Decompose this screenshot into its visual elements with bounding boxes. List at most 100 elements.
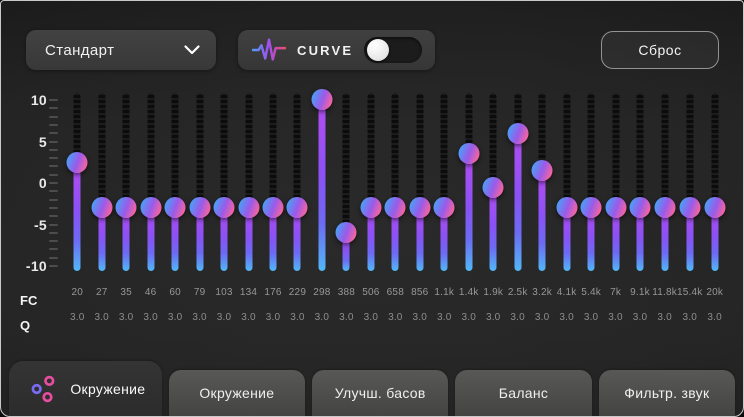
eq-band-slider[interactable] [360,93,382,271]
eq-band-slider[interactable] [262,93,284,271]
eq-slider-track[interactable] [342,93,350,271]
eq-slider-track[interactable] [416,93,424,271]
eq-slider-track[interactable] [220,93,228,271]
eq-band-slider[interactable] [605,93,627,271]
eq-slider-track[interactable] [563,93,571,271]
eq-slider-knob[interactable] [140,197,162,219]
eq-slider-knob[interactable] [164,197,186,219]
tab-2[interactable]: Окружение [168,370,306,416]
eq-band-slider[interactable] [409,93,431,271]
eq-slider-knob[interactable] [66,151,88,173]
eq-band-slider[interactable] [580,93,602,271]
reset-button[interactable]: Сброс [601,31,719,69]
eq-band-slider[interactable] [164,93,186,271]
eq-slider-track[interactable] [293,93,301,271]
eq-band: 20k 3.0 [702,93,726,325]
eq-slider-track[interactable] [661,93,669,271]
eq-band-slider[interactable] [140,93,162,271]
band-frequency-value: 176 [264,287,282,298]
eq-slider-knob[interactable] [311,88,333,110]
eq-band-slider[interactable] [238,93,260,271]
curve-toggle-knob[interactable] [367,39,390,61]
eq-slider-knob[interactable] [507,122,529,144]
preset-dropdown[interactable]: Стандарт [26,30,216,70]
eq-band-slider[interactable] [704,93,726,271]
db-ruler-tick [49,123,58,126]
band-frequency-value: 856 [411,287,429,298]
tab-4[interactable]: Баланс [455,370,592,416]
eq-band-slider[interactable] [66,93,88,271]
eq-slider-knob[interactable] [262,197,284,219]
curve-toggle[interactable] [364,37,423,63]
eq-slider-track[interactable] [391,93,399,271]
eq-band-slider[interactable] [482,93,504,271]
eq-band-slider[interactable] [556,93,578,271]
eq-slider-track[interactable] [196,93,204,271]
eq-slider-fill [661,207,669,271]
eq-band-slider[interactable] [286,93,308,271]
eq-slider-track[interactable] [98,93,106,271]
eq-slider-track[interactable] [686,93,694,271]
eq-slider-knob[interactable] [531,160,553,182]
eq-slider-knob[interactable] [384,197,406,219]
band-frequency-value: 9.1k [630,287,650,298]
eq-slider-knob[interactable] [189,197,211,219]
eq-slider-track[interactable] [711,93,719,271]
tab-label: Улучш. басов [334,385,426,401]
eq-band-slider[interactable] [115,93,137,271]
eq-slider-knob[interactable] [580,197,602,219]
eq-band-slider[interactable] [433,93,455,271]
eq-band: 5.4k 3.0 [579,93,603,325]
eq-slider-knob[interactable] [238,197,260,219]
eq-slider-knob[interactable] [213,197,235,219]
eq-slider-track[interactable] [367,93,375,271]
eq-slider-knob[interactable] [409,197,431,219]
eq-slider-knob[interactable] [360,197,382,219]
eq-band-slider[interactable] [654,93,676,271]
eq-slider-track[interactable] [612,93,620,271]
eq-slider-knob[interactable] [605,197,627,219]
eq-slider-knob[interactable] [286,197,308,219]
q-row-label: Q [20,318,31,333]
eq-band-slider[interactable] [189,93,211,271]
tab-active-1[interactable]: Окружение [9,361,162,416]
eq-band-slider[interactable] [458,93,480,271]
eq-slider-track[interactable] [636,93,644,271]
eq-slider-knob[interactable] [482,176,504,198]
eq-band-slider[interactable] [91,93,113,271]
eq-slider-knob[interactable] [704,197,726,219]
eq-band-slider[interactable] [384,93,406,271]
eq-slider-track[interactable] [440,93,448,271]
eq-band-slider[interactable] [679,93,701,271]
db-ruler-tick [49,240,58,243]
eq-slider-knob[interactable] [91,197,113,219]
eq-slider-track[interactable] [587,93,595,271]
eq-slider-knob[interactable] [654,197,676,219]
eq-slider-knob[interactable] [458,143,480,165]
eq-slider-track[interactable] [147,93,155,271]
band-q-value: 3.0 [118,312,134,323]
band-q-value: 3.0 [559,312,574,323]
eq-slider-track[interactable] [245,93,253,271]
db-ruler-tick [49,248,58,251]
eq-slider-knob[interactable] [679,197,701,219]
eq-band-slider[interactable] [507,93,529,271]
eq-band: 1.1k 3.0 [432,93,456,325]
eq-slider-knob[interactable] [335,222,357,244]
eq-band-slider[interactable] [335,93,357,271]
eq-slider-knob[interactable] [556,197,578,219]
eq-slider-knob[interactable] [629,197,651,219]
band-frequency-value: 20 [71,287,83,298]
eq-band-slider[interactable] [531,93,553,271]
eq-slider-track[interactable] [171,93,179,271]
eq-band-slider[interactable] [213,93,235,271]
band-q-value: 3.0 [94,312,109,323]
tab-5[interactable]: Фильтр. звук [598,370,735,416]
eq-slider-knob[interactable] [115,197,137,219]
eq-band-slider[interactable] [311,88,333,271]
eq-band-slider[interactable] [629,93,651,271]
eq-slider-knob[interactable] [433,197,455,219]
eq-slider-track[interactable] [269,93,277,271]
eq-slider-track[interactable] [122,93,130,271]
tab-3[interactable]: Улучш. басов [312,370,449,416]
